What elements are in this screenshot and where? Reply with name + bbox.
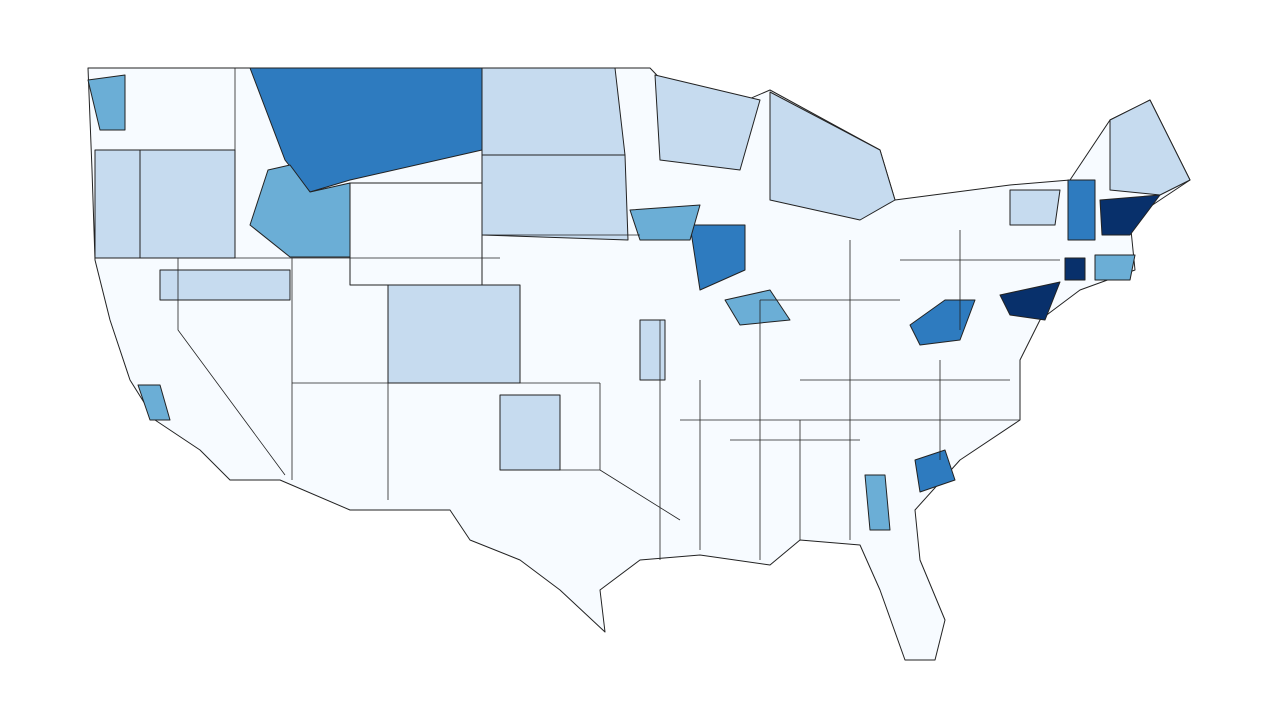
regions: [87, 67, 1191, 661]
region: [654, 74, 761, 171]
region: [999, 281, 1061, 321]
region: [481, 67, 626, 156]
region: [639, 319, 666, 381]
region: [909, 299, 976, 346]
region: [864, 474, 891, 531]
region: [499, 394, 561, 471]
region: [1109, 99, 1191, 196]
district-borders: [177, 68, 1060, 560]
region: [1099, 194, 1161, 236]
region: [387, 284, 521, 384]
region: [94, 149, 141, 259]
region: [1094, 254, 1136, 281]
region: [481, 154, 629, 241]
region: [914, 449, 956, 493]
region: [139, 149, 236, 259]
region: [769, 91, 896, 221]
region: [689, 224, 746, 291]
region: [1009, 189, 1061, 226]
region: [159, 269, 291, 301]
region: [724, 289, 791, 326]
region: [629, 204, 701, 241]
region: [349, 182, 483, 286]
region: [87, 74, 126, 131]
region: [1067, 179, 1096, 241]
region: [137, 384, 171, 421]
region: [1064, 257, 1086, 281]
